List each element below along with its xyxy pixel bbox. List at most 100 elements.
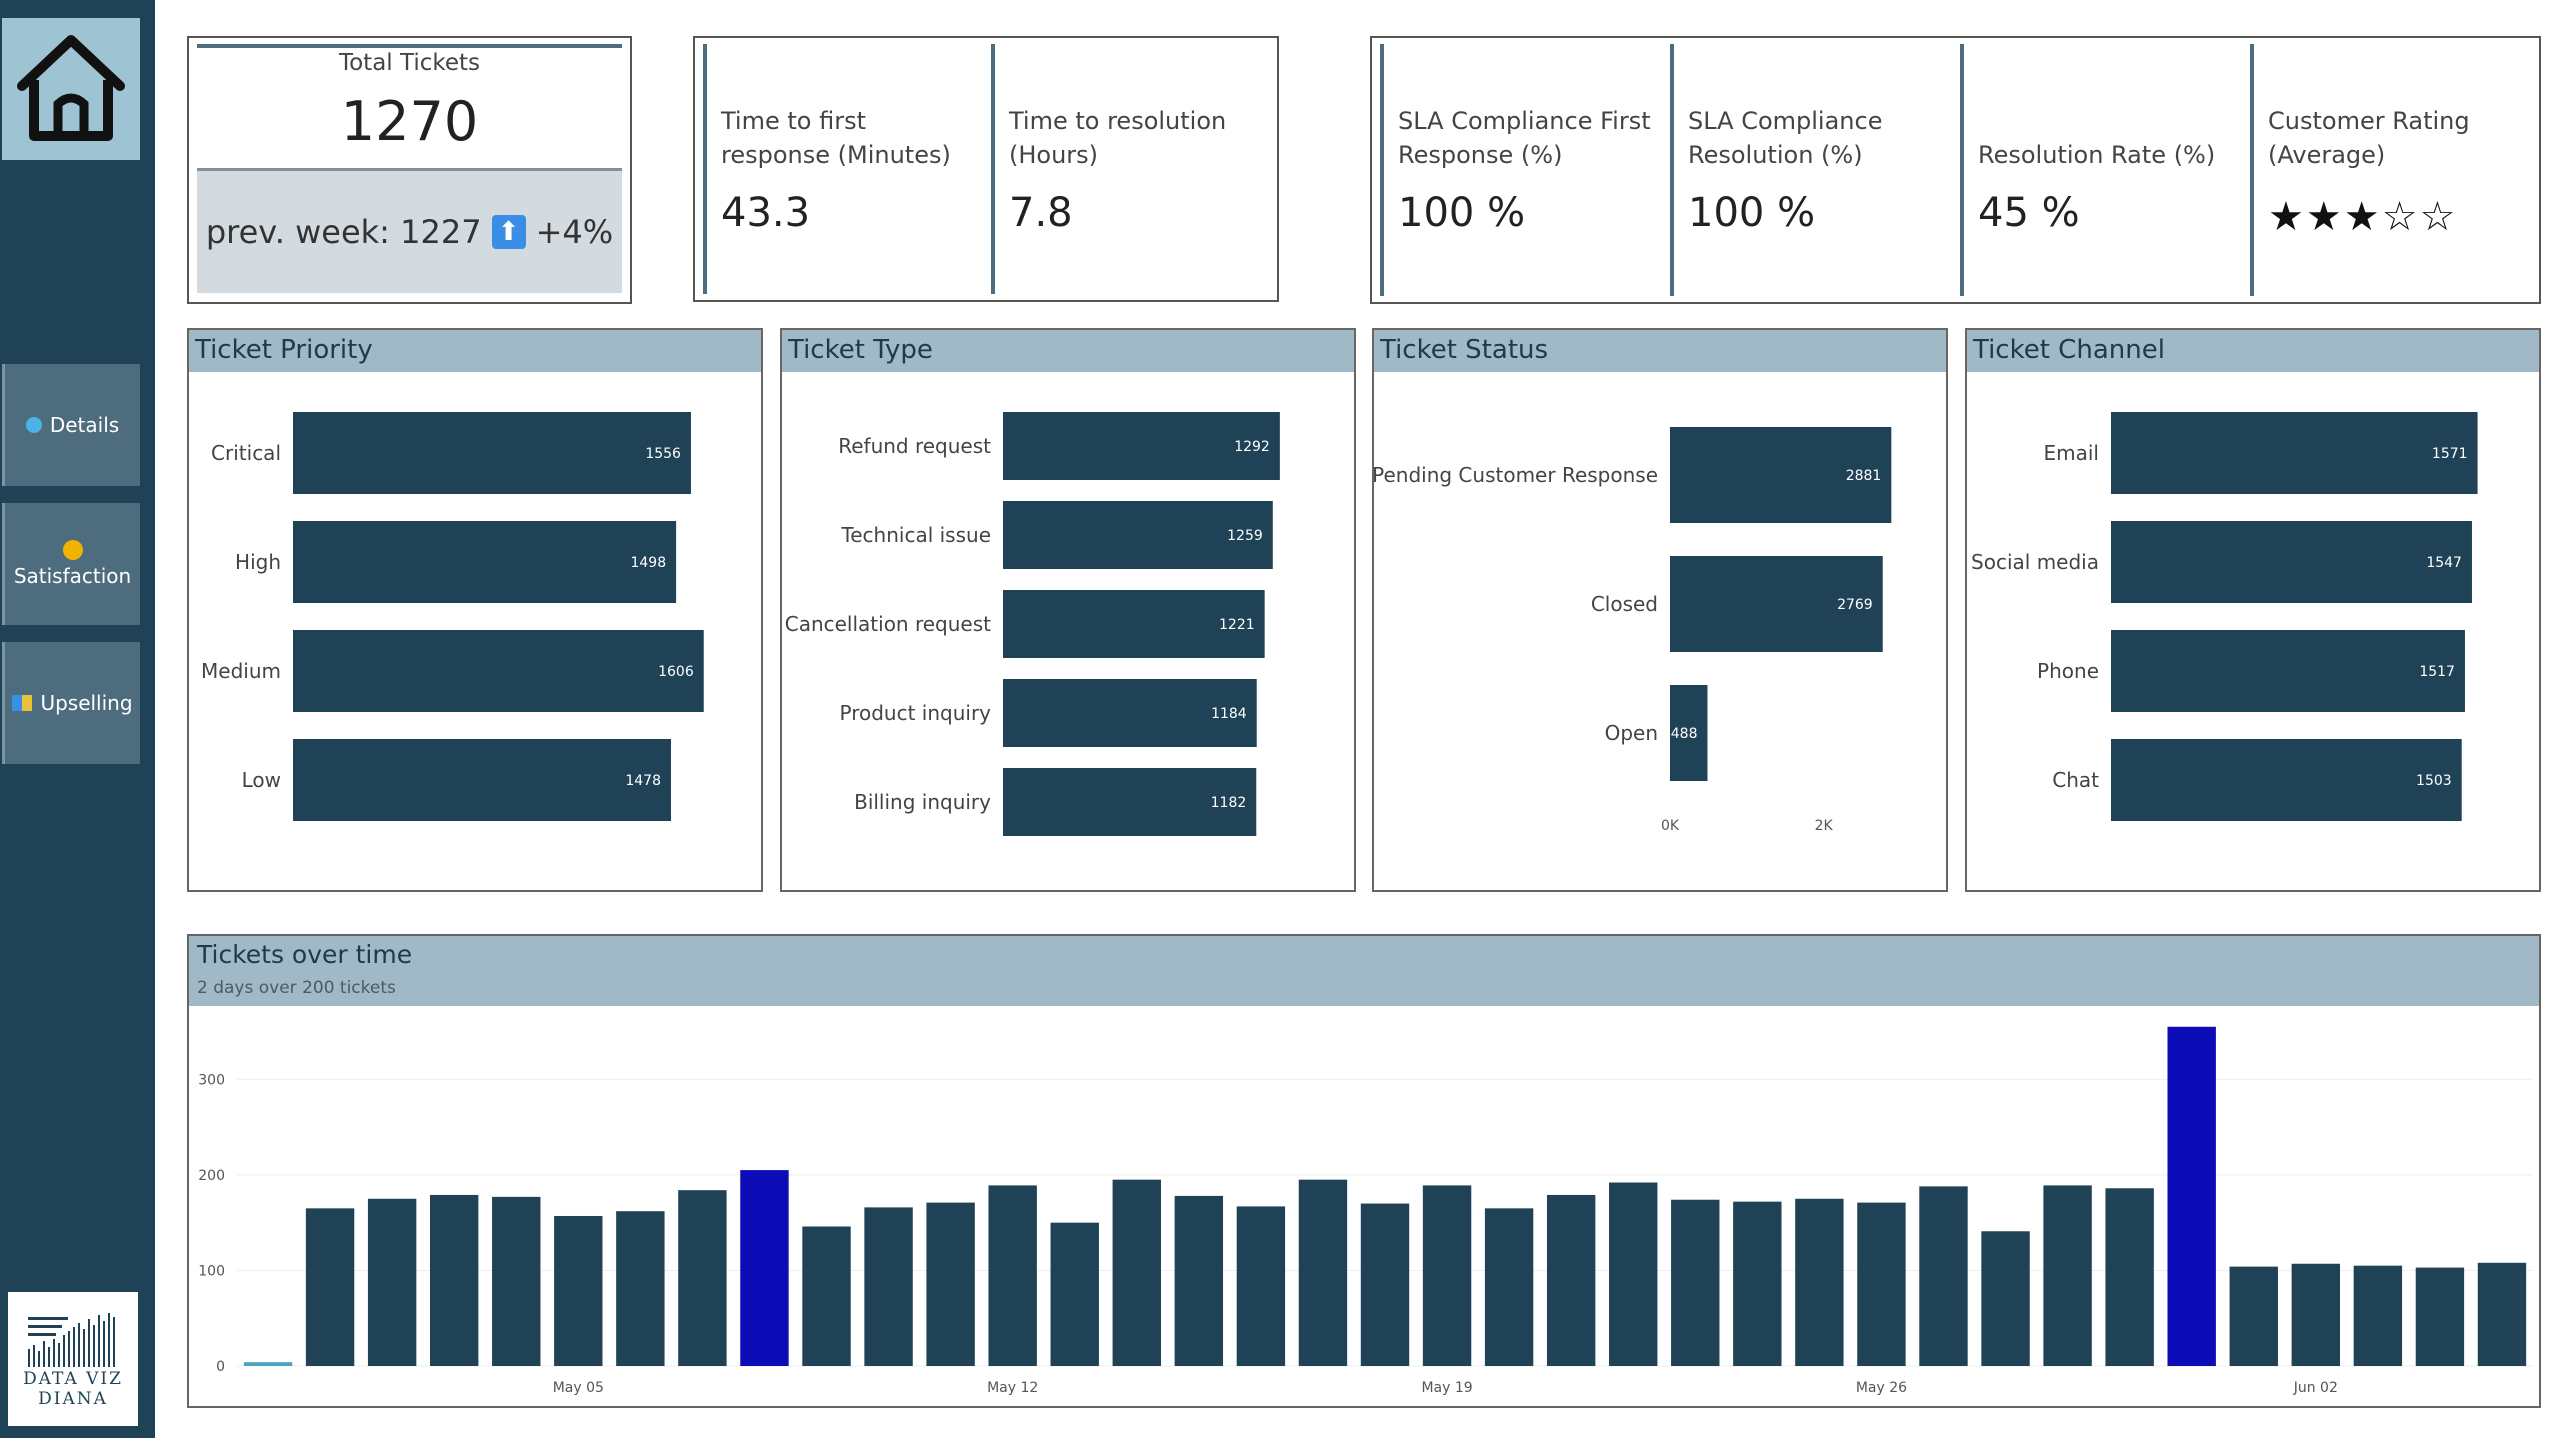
x-tick-label: May 12 [987,1380,1038,1396]
prev-week-label: prev. week: 1227 [205,213,482,251]
bar [1236,1206,1286,1366]
bar [1298,1179,1348,1366]
chart-icon [12,695,33,711]
metric-value: 100 % [1688,190,1816,236]
metric-sla-first-response: SLA Compliance First Response (%) 100 % [1380,44,1670,296]
data-label: 1503 [2416,773,2452,789]
data-label: 1547 [2426,555,2462,571]
bar [1546,1194,1596,1366]
barcode-icon [28,1313,115,1367]
panel-header: Ticket Type [782,330,1354,372]
panel-title: Ticket Priority [195,335,373,365]
panel-header: Ticket Priority [189,330,761,372]
logo-line2: DIANA [38,1389,108,1409]
bar [2111,630,2465,712]
metric-sla-resolution: SLA Compliance Resolution (%) 100 % [1670,44,1960,296]
bar [2167,1026,2216,1366]
category-label: Cancellation request [785,612,991,636]
data-label: 1478 [625,773,661,789]
bar [2229,1266,2278,1366]
panel-title: Tickets over time [197,940,413,969]
bar [2291,1263,2341,1366]
data-label: 1259 [1227,528,1263,544]
metric-label: Time to resolution (Hours) [1009,107,1227,169]
bar [554,1215,603,1366]
category-label: Closed [1591,592,1658,616]
home-icon [17,35,125,141]
bar [2111,521,2472,603]
data-label: 1571 [2432,446,2468,462]
ticket-priority-panel: Ticket Priority Critical 1556 High 1498 Medi… [187,328,763,892]
nav-details-button[interactable]: Details [2,364,140,486]
metric-value: 100 % [1398,190,1526,236]
x-tick-label: May 05 [553,1380,604,1396]
metric-value: 43.3 [721,190,811,236]
data-label: 1184 [1211,706,1247,722]
data-label: 1498 [630,555,666,571]
data-label: 1556 [645,446,681,462]
nav-satisfaction-label: Satisfaction [13,564,132,588]
data-label: 2769 [1837,597,1873,613]
x-tick-label: May 19 [1421,1380,1472,1396]
bar [2111,412,2478,494]
bar [1670,427,1892,523]
ticket-status-panel: Ticket Status Pending Customer Response 2… [1372,328,1948,892]
panel-header: Ticket Status [1374,330,1946,372]
panel-title: Ticket Channel [1973,335,2165,365]
bar [1857,1202,1906,1366]
category-label: Low [242,768,281,792]
logo: DATA VIZ DIANA [6,1290,140,1428]
x-tick-label: May 26 [1856,1380,1907,1396]
data-label: 1606 [658,664,694,680]
nav-upselling-button[interactable]: Upselling [2,642,140,764]
bar [988,1185,1037,1366]
metric-first-response: Time to first response (Minutes) 43.3 [703,44,991,294]
prev-week-box: prev. week: 1227 ⬆ +4% [197,168,622,293]
y-tick-label: 0 [216,1359,225,1375]
data-label: 1517 [2419,664,2455,680]
bar [1670,556,1883,652]
bar [926,1202,975,1366]
bar [1422,1185,1472,1366]
panel-subtitle: 2 days over 200 tickets [197,978,396,998]
nav-satisfaction-button[interactable]: Satisfaction [2,503,140,625]
bar [864,1207,913,1366]
sla-card: SLA Compliance First Response (%) 100 % … [1370,36,2541,304]
metric-value: 45 % [1978,190,2080,236]
bar [616,1211,665,1366]
total-tickets-value: 1270 [340,90,479,153]
bar [1795,1198,1844,1366]
x-tick-label: 0K [1661,818,1680,834]
bar [293,630,704,712]
bar [1003,768,1257,836]
response-times-card: Time to first response (Minutes) 43.3 Ti… [693,36,1279,302]
metric-label: Customer Rating (Average) [2268,107,2470,169]
category-label: Refund request [838,434,991,458]
category-label: Product inquiry [839,701,991,725]
metric-label: SLA Compliance Resolution (%) [1688,107,1883,169]
bar [2477,1262,2527,1366]
bar [1671,1199,1720,1366]
bar [1981,1231,2030,1366]
data-label: 2881 [1846,468,1882,484]
bar [1484,1208,1534,1366]
panel-title: Ticket Type [788,335,933,365]
data-label: 1292 [1234,439,1270,455]
bar [429,1194,479,1366]
bar [367,1198,417,1366]
prev-week-change: +4% [535,213,614,251]
y-tick-label: 100 [198,1263,225,1279]
ticket-channel-chart: Email 1571 Social media 1547 Phone 1517 Chat 15… [1971,412,2478,821]
category-label: Technical issue [840,523,991,547]
metric-label: Resolution Rate (%) [1978,141,2216,169]
ticket-type-panel: Ticket Type Refund request 1292 Technical … [780,328,1356,892]
tickets-over-time-chart: 0 100 200 300 May 05 May 12 May 19 May 26 Jun 02 [198,1026,2533,1396]
category-label: High [235,550,281,574]
bar [1112,1179,1161,1366]
panel-header: Tickets over time 2 days over 200 ticket… [189,936,2539,1006]
bar [1174,1195,1224,1366]
home-button[interactable] [2,18,140,160]
bar [1609,1182,1658,1366]
category-label: Chat [2052,768,2099,792]
bar [293,739,672,821]
